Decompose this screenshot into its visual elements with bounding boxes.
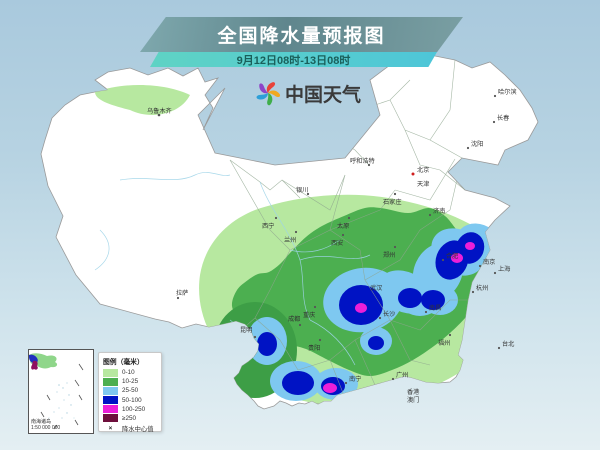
svg-text:乌鲁木齐: 乌鲁木齐 xyxy=(147,107,172,115)
svg-text:合肥: 合肥 xyxy=(446,252,458,260)
svg-text:长沙: 长沙 xyxy=(383,310,395,318)
svg-text:西安: 西安 xyxy=(331,239,343,247)
svg-text:呼和浩特: 呼和浩特 xyxy=(350,157,375,165)
svg-text:武汉: 武汉 xyxy=(370,284,382,292)
svg-text:沈阳: 沈阳 xyxy=(471,140,483,148)
svg-text:南宁: 南宁 xyxy=(349,375,361,383)
svg-text:哈尔滨: 哈尔滨 xyxy=(498,88,517,96)
svg-text:天津: 天津 xyxy=(417,180,429,188)
svg-text:上海: 上海 xyxy=(498,265,510,273)
svg-text:台北: 台北 xyxy=(502,340,515,348)
svg-text:西宁: 西宁 xyxy=(262,222,274,230)
svg-text:拉萨: 拉萨 xyxy=(176,289,188,297)
svg-text:成都: 成都 xyxy=(288,315,300,323)
svg-text:郑州: 郑州 xyxy=(383,251,395,259)
svg-text:太原: 太原 xyxy=(337,222,349,230)
svg-text:石家庄: 石家庄 xyxy=(383,198,402,206)
svg-text:银川: 银川 xyxy=(296,186,308,194)
svg-text:北京: 北京 xyxy=(417,166,429,174)
svg-text:福州: 福州 xyxy=(438,339,450,347)
svg-text:昆明: 昆明 xyxy=(240,327,252,334)
svg-text:广州: 广州 xyxy=(396,371,408,379)
svg-text:香港: 香港 xyxy=(407,388,420,396)
svg-text:兰州: 兰州 xyxy=(284,236,296,244)
svg-text:贵阳: 贵阳 xyxy=(308,344,320,352)
svg-text:长春: 长春 xyxy=(497,114,509,122)
svg-text:澳门: 澳门 xyxy=(407,396,419,404)
svg-text:济南: 济南 xyxy=(433,207,445,215)
svg-text:杭州: 杭州 xyxy=(476,284,488,292)
svg-text:南昌: 南昌 xyxy=(429,304,441,312)
svg-text:南京: 南京 xyxy=(483,258,495,266)
svg-text:重庆: 重庆 xyxy=(303,311,315,319)
